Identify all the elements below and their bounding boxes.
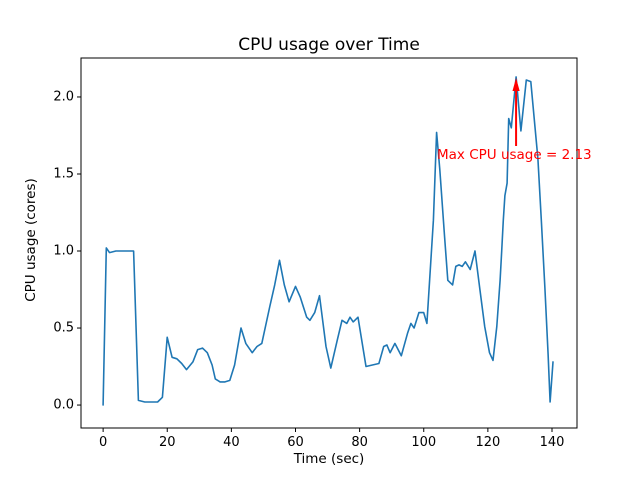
y-tick-label: 2.0 bbox=[53, 89, 74, 105]
cpu-usage-line bbox=[102, 76, 554, 406]
y-tick-label: 0.5 bbox=[53, 320, 74, 336]
chart-title: CPU usage over Time bbox=[238, 35, 420, 55]
y-tick-label: 1.0 bbox=[53, 243, 74, 259]
y-axis-label: CPU usage (cores) bbox=[23, 178, 39, 302]
x-tick-label: 120 bbox=[475, 435, 501, 450]
x-tick-label: 0 bbox=[98, 435, 108, 450]
x-tick-label: 20 bbox=[158, 435, 176, 450]
x-tick-label: 140 bbox=[539, 435, 565, 450]
max-cpu-annotation: Max CPU usage = 2.13 bbox=[437, 147, 592, 163]
axes-spines bbox=[80, 57, 578, 429]
x-tick-label: 40 bbox=[223, 435, 240, 450]
annotation-arrow-head bbox=[512, 77, 520, 91]
x-axis-label: Time (sec) bbox=[293, 451, 365, 467]
x-tick-label: 100 bbox=[411, 435, 437, 450]
y-tick-label: 1.5 bbox=[53, 166, 74, 182]
y-tick-label: 0.0 bbox=[53, 397, 74, 413]
x-tick-label: 80 bbox=[351, 435, 368, 450]
x-tick-label: 60 bbox=[287, 435, 304, 450]
